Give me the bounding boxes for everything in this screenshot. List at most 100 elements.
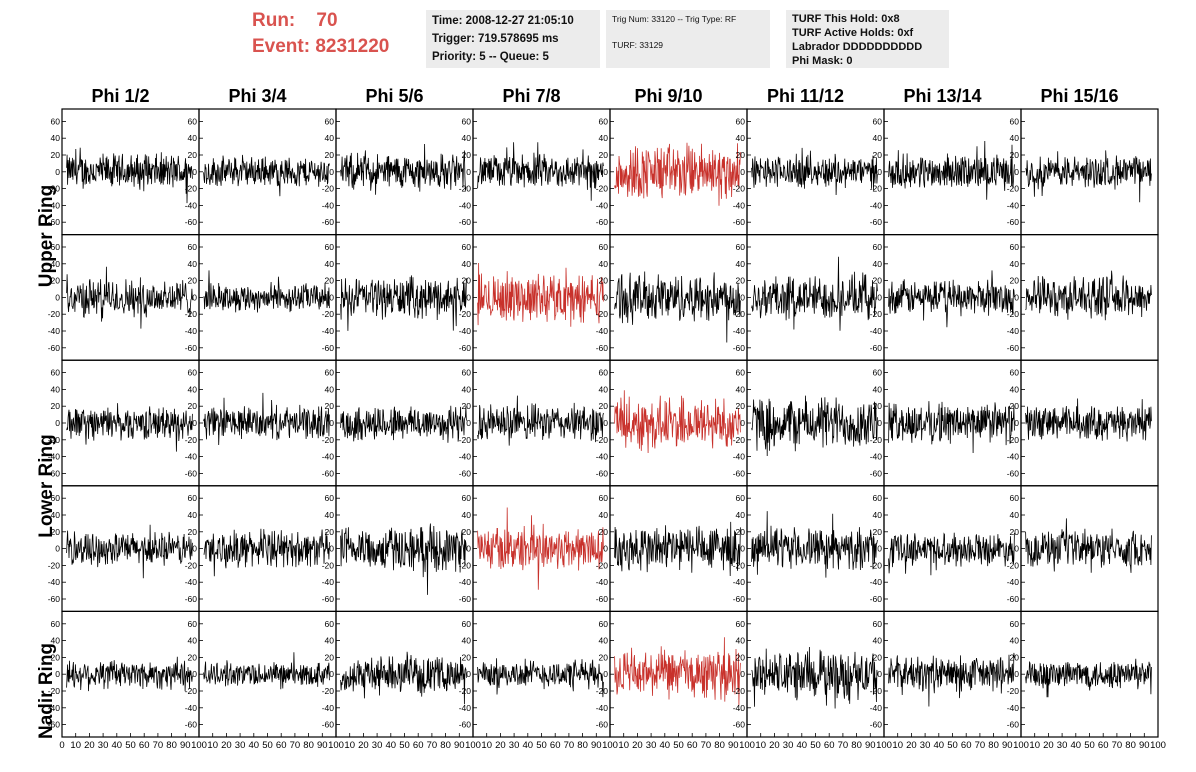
y-tick-label: -40 — [870, 326, 883, 336]
panel-frame-r4-c1 — [198, 610, 337, 738]
phi-mask-text: Phi Mask: 0 — [792, 55, 853, 67]
y-tick-label: -40 — [322, 703, 335, 713]
y-tick-label: -40 — [185, 452, 198, 462]
y-tick-label: -60 — [48, 468, 61, 478]
y-tick-label: -20 — [459, 686, 472, 696]
event-label: Event: — [252, 36, 311, 57]
x-tick-label: 30 — [509, 740, 520, 751]
labrador-text: Labrador DDDDDDDDDD — [792, 41, 923, 53]
y-tick-label: 0 — [740, 544, 745, 554]
y-tick-label: 0 — [55, 669, 60, 679]
y-tick-label: 20 — [599, 276, 609, 286]
y-tick-label: 0 — [192, 669, 197, 679]
y-tick-label: 0 — [603, 418, 608, 428]
y-tick-label: -20 — [733, 184, 746, 194]
x-tick-label: 80 — [577, 740, 588, 751]
y-tick-label: -20 — [1007, 309, 1020, 319]
x-tick-label: 90 — [1139, 740, 1150, 751]
y-tick-label: 40 — [51, 259, 61, 269]
x-tick-label: 70 — [290, 740, 301, 751]
y-tick-label: 20 — [599, 401, 609, 411]
y-tick-label: -40 — [459, 703, 472, 713]
y-tick-label: 20 — [462, 276, 472, 286]
y-tick-label: 60 — [188, 619, 198, 629]
y-tick-label: -60 — [733, 343, 746, 353]
waveform-trace-r0-c4 — [614, 142, 741, 206]
y-tick-label: 40 — [188, 259, 198, 269]
y-tick-label: 20 — [736, 527, 746, 537]
y-tick-label: 40 — [325, 384, 335, 394]
y-tick-label: 60 — [736, 242, 746, 252]
x-tick-label: 10 — [1029, 740, 1040, 751]
y-tick-label: 0 — [329, 167, 334, 177]
y-tick-label: 0 — [740, 418, 745, 428]
priority-text: Priority: 5 -- Queue: 5 — [432, 51, 549, 63]
y-tick-label: 60 — [873, 116, 883, 126]
y-tick-label: -60 — [322, 468, 335, 478]
y-tick-label: -20 — [870, 435, 883, 445]
y-tick-label: -40 — [322, 326, 335, 336]
y-tick-label: -60 — [185, 594, 198, 604]
x-tick-label: 60 — [687, 740, 698, 751]
waveform-trace-r2-c0 — [66, 403, 193, 452]
y-tick-label: -20 — [733, 435, 746, 445]
y-tick-label: 40 — [736, 384, 746, 394]
waveform-trace-r2-c2 — [340, 405, 467, 443]
x-tick-label: 40 — [386, 740, 397, 751]
y-tick-label: -20 — [48, 309, 61, 319]
y-tick-label: 40 — [51, 384, 61, 394]
y-tick-label: -20 — [596, 686, 609, 696]
y-tick-label: -20 — [596, 309, 609, 319]
y-tick-label: -20 — [322, 184, 335, 194]
x-tick-label: 10 — [344, 740, 355, 751]
y-tick-label: 40 — [188, 133, 198, 143]
y-tick-label: -60 — [48, 594, 61, 604]
y-tick-label: -60 — [185, 217, 198, 227]
y-tick-label: -60 — [1007, 217, 1020, 227]
y-tick-label: 0 — [329, 418, 334, 428]
y-tick-label: 40 — [188, 384, 198, 394]
x-tick-label: 10 — [481, 740, 492, 751]
y-tick-label: 40 — [325, 259, 335, 269]
x-tick-label: 10 — [618, 740, 629, 751]
y-tick-label: 20 — [1010, 527, 1020, 537]
y-tick-label: -40 — [733, 200, 746, 210]
y-tick-label: 40 — [1010, 133, 1020, 143]
x-tick-label: 30 — [98, 740, 109, 751]
x-tick-label: 20 — [632, 740, 643, 751]
y-tick-label: -60 — [459, 217, 472, 227]
x-tick-label: 80 — [714, 740, 725, 751]
y-tick-label: 0 — [466, 292, 471, 302]
waveform-trace-r4-c2 — [340, 651, 467, 705]
y-tick-label: -60 — [596, 720, 609, 730]
waveform-trace-r3-c2 — [340, 523, 467, 595]
waveform-trace-r4-c3 — [477, 658, 604, 698]
y-tick-label: 60 — [188, 493, 198, 503]
x-tick-label: 40 — [112, 740, 123, 751]
y-tick-label: -60 — [322, 720, 335, 730]
y-tick-label: 0 — [329, 292, 334, 302]
y-tick-label: -60 — [459, 343, 472, 353]
y-tick-label: 0 — [1014, 418, 1019, 428]
y-tick-label: 20 — [736, 652, 746, 662]
y-tick-label: 0 — [877, 669, 882, 679]
y-tick-label: -40 — [459, 200, 472, 210]
x-tick-label: 90 — [454, 740, 465, 751]
y-tick-label: 20 — [462, 527, 472, 537]
y-tick-label: 20 — [325, 150, 335, 160]
y-tick-label: -60 — [322, 217, 335, 227]
y-tick-label: 40 — [599, 384, 609, 394]
y-tick-label: 60 — [325, 619, 335, 629]
y-tick-label: -40 — [459, 326, 472, 336]
x-tick-label: 60 — [413, 740, 424, 751]
y-tick-label: -60 — [1007, 343, 1020, 353]
y-tick-label: 20 — [188, 276, 198, 286]
x-tick-label: 80 — [166, 740, 177, 751]
y-tick-label: 20 — [51, 276, 61, 286]
y-tick-label: 60 — [51, 619, 61, 629]
y-tick-label: 40 — [188, 636, 198, 646]
y-tick-label: -40 — [1007, 326, 1020, 336]
y-tick-label: -40 — [596, 577, 609, 587]
x-tick-label: 20 — [221, 740, 232, 751]
